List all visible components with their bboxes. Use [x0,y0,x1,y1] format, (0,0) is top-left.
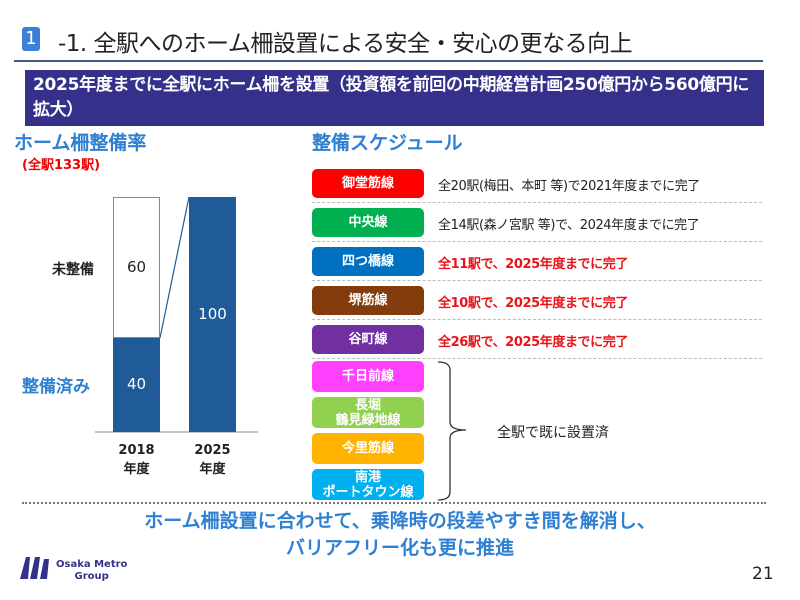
row-separator [312,358,762,359]
line-badge: 御堂筋線 [312,169,424,198]
line-badge: 堺筋線 [312,286,424,315]
rate-heading: ホーム柵整備率 [14,132,147,154]
line-schedule-text: 全14駅(森ノ宮駅 等)で、2024年度までに完了 [438,218,700,233]
title-divider [14,60,763,62]
data-label: 60 [126,257,147,276]
line-badge-done: 長堀 鶴見緑地線 [312,397,424,428]
row-separator [312,319,762,320]
line-schedule-text: 全26駅で、2025年度までに完了 [438,335,628,350]
osaka-metro-logo-icon [20,557,49,579]
footer-divider [22,502,766,504]
row-separator [312,280,762,281]
connector-line [159,196,190,339]
label-finished: 整備済み [22,377,90,397]
footer-line-2: バリアフリー化も更に推進 [285,537,514,559]
x-tick-label: 2025 年度 [183,441,243,479]
line-badge: 中央線 [312,208,424,237]
footer-message: ホーム柵設置に合わせて、乗降時の段差やすき間を解消し、 バリアフリー化も更に推進 [0,508,800,562]
x-tick-line: 年度 [199,462,226,477]
summary-banner: 2025年度までに全駅にホーム柵を設置（投資額を前回の中期経営計画250億円から… [25,70,764,126]
page-number: 21 [752,564,774,584]
chart-lines [95,196,258,433]
logo-line-2: Group [74,571,109,582]
x-tick-line: 2025 [194,443,231,458]
logo-text: Osaka Metro Group [56,559,127,583]
line-badge-done: 千日前線 [312,361,424,392]
line-schedule-text: 全11駅で、2025年度までに完了 [438,257,628,272]
row-separator [312,241,762,242]
footer-line-1: ホーム柵設置に合わせて、乗降時の段差やすき間を解消し、 [144,510,656,532]
data-label: 40 [126,375,147,393]
section-number-badge: 1 [22,27,40,51]
line-schedule-text: 全10駅で、2025年度までに完了 [438,296,628,311]
rate-subheading: (全駅133駅) [22,158,101,173]
line-badge: 谷町線 [312,325,424,354]
x-tick-line: 2018 [118,443,155,458]
done-text: 全駅で既に設置済 [497,425,609,441]
bracket-icon [437,361,467,501]
bar-finished-1 [189,197,236,432]
logo-line-1: Osaka Metro [56,559,128,570]
bar-finished-0 [113,338,160,432]
line-badge-done: 今里筋線 [312,433,424,464]
line-badge-done: 南港 ポートタウン線 [312,469,424,500]
data-label: 100 [198,304,227,323]
row-separator [312,202,762,203]
schedule-heading: 整備スケジュール [312,132,463,154]
line-badge: 四つ橋線 [312,247,424,276]
page-title: -1. 全駅へのホーム柵設置による安全・安心の更なる向上 [58,31,633,57]
line-schedule-text: 全20駅(梅田、本町 等)で2021年度までに完了 [438,179,700,194]
bar-unfinished-0 [113,197,160,338]
x-tick-line: 年度 [123,462,150,477]
x-tick-label: 2018 年度 [107,441,167,479]
label-unfinished: 未整備 [52,262,94,278]
rate-chart: 40 60 2018 年度 100 2025 年度 [0,0,300,500]
